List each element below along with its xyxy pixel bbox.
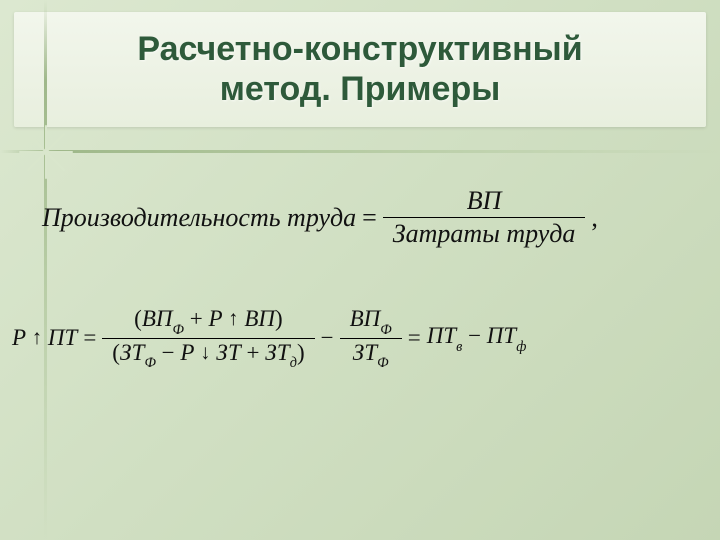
eq2-f1d-c: ЗТ — [216, 340, 240, 365]
plus-sign: + — [190, 306, 203, 331]
minus-sign: − — [468, 323, 481, 348]
eq2-f1d-b: Р — [180, 340, 194, 365]
eq1-fraction: ВП Затраты труда — [383, 185, 586, 250]
eq2-equals-2: = — [408, 325, 421, 351]
eq2-frac1-den: (ЗТФ − Р ↓ ЗТ + ЗТд) — [102, 339, 314, 372]
eq2-f1n-a: ВП — [142, 306, 173, 331]
eq1-lhs: Производительность труда — [42, 203, 356, 233]
eq2-f1d-d-sub: д — [290, 355, 297, 371]
up-arrow-icon: ↑ — [228, 308, 238, 331]
eq2-lhs-pt: ПТ — [48, 325, 77, 350]
title-line-2: метод. Примеры — [220, 70, 501, 108]
paren-close: ) — [297, 340, 305, 365]
minus-sign: − — [321, 325, 334, 351]
eq2-rhs: ПТв − ПТф — [427, 323, 527, 354]
eq2-frac2-num: ВПФ — [340, 305, 402, 338]
paren-open: ( — [134, 306, 142, 331]
eq2-rhs-b-sub: ф — [516, 339, 526, 355]
eq2-f2n: ВП — [350, 306, 381, 331]
up-arrow-icon: ↑ — [32, 327, 42, 350]
content-area: Производительность труда = ВП Затраты тр… — [14, 175, 706, 528]
down-arrow-icon: ↓ — [200, 342, 210, 365]
eq1-numerator: ВП — [457, 185, 512, 217]
eq2-fraction-2: ВПФ ЗТФ — [340, 305, 402, 371]
eq2-f2d-sub: Ф — [377, 355, 388, 371]
equation-2: Р ↑ ПТ = (ВПФ + Р ↑ ВП) (ЗТФ − Р ↓ ЗТ + … — [12, 305, 526, 371]
eq2-rhs-a-sub: в — [456, 339, 462, 355]
eq2-equals-1: = — [83, 325, 96, 351]
minus-sign: − — [162, 340, 175, 365]
title-band: Расчетно-конструктивный метод. Примеры — [14, 12, 706, 127]
eq2-f1d-d: ЗТ — [265, 340, 289, 365]
paren-open: ( — [112, 340, 120, 365]
eq2-frac2-den: ЗТФ — [343, 339, 399, 372]
paren-close: ) — [275, 306, 283, 331]
plus-sign: + — [247, 340, 260, 365]
eq2-lhs: Р ↑ ПТ — [12, 325, 77, 351]
eq2-fraction-1: (ВПФ + Р ↑ ВП) (ЗТФ − Р ↓ ЗТ + ЗТд) — [102, 305, 314, 371]
title-line-1: Расчетно-конструктивный — [137, 30, 582, 68]
eq1-equals: = — [362, 203, 377, 233]
eq2-rhs-a: ПТ — [427, 323, 456, 348]
eq2-f2d: ЗТ — [353, 340, 377, 365]
eq1-trailing-comma: , — [591, 203, 598, 233]
eq2-f1n-b: Р — [208, 306, 222, 331]
page-title: Расчетно-конструктивный метод. Примеры — [137, 30, 582, 108]
eq2-f1d-a: ЗТ — [120, 340, 144, 365]
horizontal-rule — [0, 150, 720, 153]
eq1-denominator: Затраты труда — [383, 218, 586, 250]
eq2-f1d-a-sub: Ф — [144, 355, 155, 371]
equation-1: Производительность труда = ВП Затраты тр… — [42, 185, 598, 250]
eq2-rhs-b: ПТ — [487, 323, 516, 348]
eq2-f1n-a-sub: Ф — [173, 322, 184, 338]
eq2-lhs-p: Р — [12, 325, 26, 350]
eq2-f2n-sub: Ф — [380, 322, 391, 338]
eq2-f1n-c: ВП — [244, 306, 275, 331]
eq2-frac1-num: (ВПФ + Р ↑ ВП) — [124, 305, 293, 338]
